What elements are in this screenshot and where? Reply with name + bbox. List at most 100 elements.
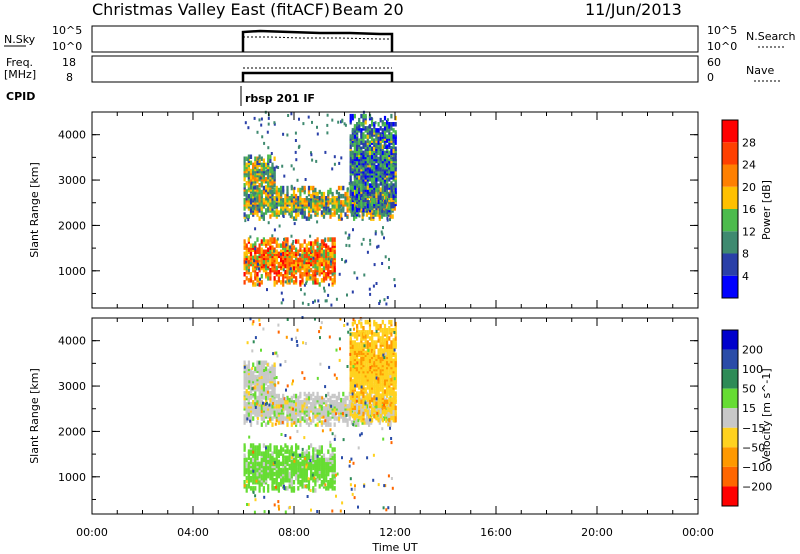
echo-cell: [360, 350, 363, 355]
echo-cell: [301, 253, 304, 259]
echo-cell: [253, 510, 256, 514]
echo-cell: [341, 258, 343, 261]
echo-cell: [279, 363, 282, 367]
echo-cell: [394, 405, 397, 411]
echo-cell: [362, 195, 365, 200]
echo-cell: [379, 352, 382, 357]
echo-cell: [383, 342, 387, 347]
echo-cell: [297, 187, 300, 193]
echo-cell: [295, 393, 298, 399]
echo-cell: [327, 397, 330, 403]
echo-cell: [253, 197, 256, 201]
echo-cell: [273, 471, 276, 477]
echo-cell: [273, 393, 276, 398]
echo-cell: [383, 356, 386, 360]
echo-cell: [386, 399, 389, 404]
echo-cell: [286, 422, 289, 427]
echo-cell: [331, 509, 334, 513]
echo-cell: [288, 196, 291, 201]
echo-cell: [322, 249, 326, 254]
echo-cell: [301, 371, 304, 375]
echo-cell: [245, 484, 248, 489]
echo-cell: [314, 423, 317, 427]
echo-cell: [301, 451, 304, 456]
echo-cell: [246, 503, 248, 506]
echo-cell: [379, 393, 382, 398]
echo-cell: [245, 260, 248, 264]
echo-cell: [263, 141, 266, 145]
echo-cell: [353, 207, 356, 213]
echo-cell: [289, 436, 292, 440]
echo-cell: [314, 447, 317, 452]
echo-cell: [249, 317, 252, 321]
echo-cell: [266, 130, 269, 134]
xtick-label: 00:00: [76, 526, 108, 539]
echo-cell: [331, 251, 334, 257]
echo-cell: [316, 408, 319, 413]
echo-cell: [353, 372, 356, 378]
echo-cell: [277, 166, 280, 169]
echo-cell: [307, 185, 311, 191]
echo-cell: [303, 239, 306, 244]
echo-cell: [304, 484, 307, 488]
velocity-colorbar-tick: 200: [742, 344, 763, 357]
echo-cell: [280, 301, 283, 305]
echo-cell: [267, 404, 270, 409]
echo-cell: [258, 216, 261, 221]
echo-cell: [349, 113, 352, 119]
echo-cell: [335, 395, 338, 401]
echo-cell: [331, 191, 334, 197]
echo-cell: [337, 120, 340, 124]
ytick-label: 3000: [58, 174, 86, 187]
echo-cell: [383, 115, 387, 121]
freq-left-tick-top: 18: [62, 56, 76, 69]
echo-cell: [351, 191, 354, 196]
echo-cell: [394, 352, 397, 357]
noise-right-tick-bottom: 10^0: [707, 40, 737, 53]
echo-cell: [364, 206, 367, 210]
echo-cell: [394, 326, 397, 331]
echo-cell: [276, 354, 279, 358]
velocity-colorbar-segment: [722, 388, 738, 409]
noise-left-tick-top: 10^5: [52, 24, 82, 37]
power-colorbar-tick: 8: [742, 248, 749, 261]
echo-cell: [272, 352, 275, 356]
noise-panel-frame: [91, 25, 699, 53]
echo-cell: [362, 117, 365, 123]
echo-cell: [335, 376, 338, 380]
echo-cell: [295, 247, 298, 252]
echo-cell: [338, 272, 341, 276]
echo-cell: [356, 413, 359, 419]
echo-cell: [383, 399, 387, 404]
echo-cell: [261, 135, 264, 139]
echo-cell: [368, 216, 371, 220]
echo-cell: [295, 443, 298, 448]
echo-cell: [334, 434, 337, 438]
echo-cell: [379, 179, 382, 184]
echo-cell: [309, 419, 312, 422]
echo-cell: [360, 375, 363, 380]
echo-cell: [371, 128, 374, 133]
echo-cell: [352, 318, 355, 322]
echo-cell: [282, 255, 285, 261]
echo-cell: [290, 212, 293, 217]
echo-cell: [247, 503, 250, 507]
echo-cell: [305, 196, 308, 201]
echo-cell: [299, 404, 302, 409]
echo-cell: [348, 182, 351, 185]
echo-cell: [304, 342, 307, 345]
echo-cell: [303, 292, 306, 296]
echo-cell: [252, 393, 255, 397]
echo-cell: [365, 420, 368, 425]
echo-cell: [275, 185, 278, 191]
echo-cell: [273, 449, 276, 454]
echo-cell: [316, 272, 319, 276]
echo-cell: [311, 120, 313, 124]
echo-cell: [386, 134, 389, 139]
echo-cell: [255, 267, 258, 271]
echo-cell: [383, 408, 386, 412]
echo-cell: [292, 280, 296, 285]
echo-cell: [314, 269, 317, 275]
echo-cell: [388, 203, 391, 209]
